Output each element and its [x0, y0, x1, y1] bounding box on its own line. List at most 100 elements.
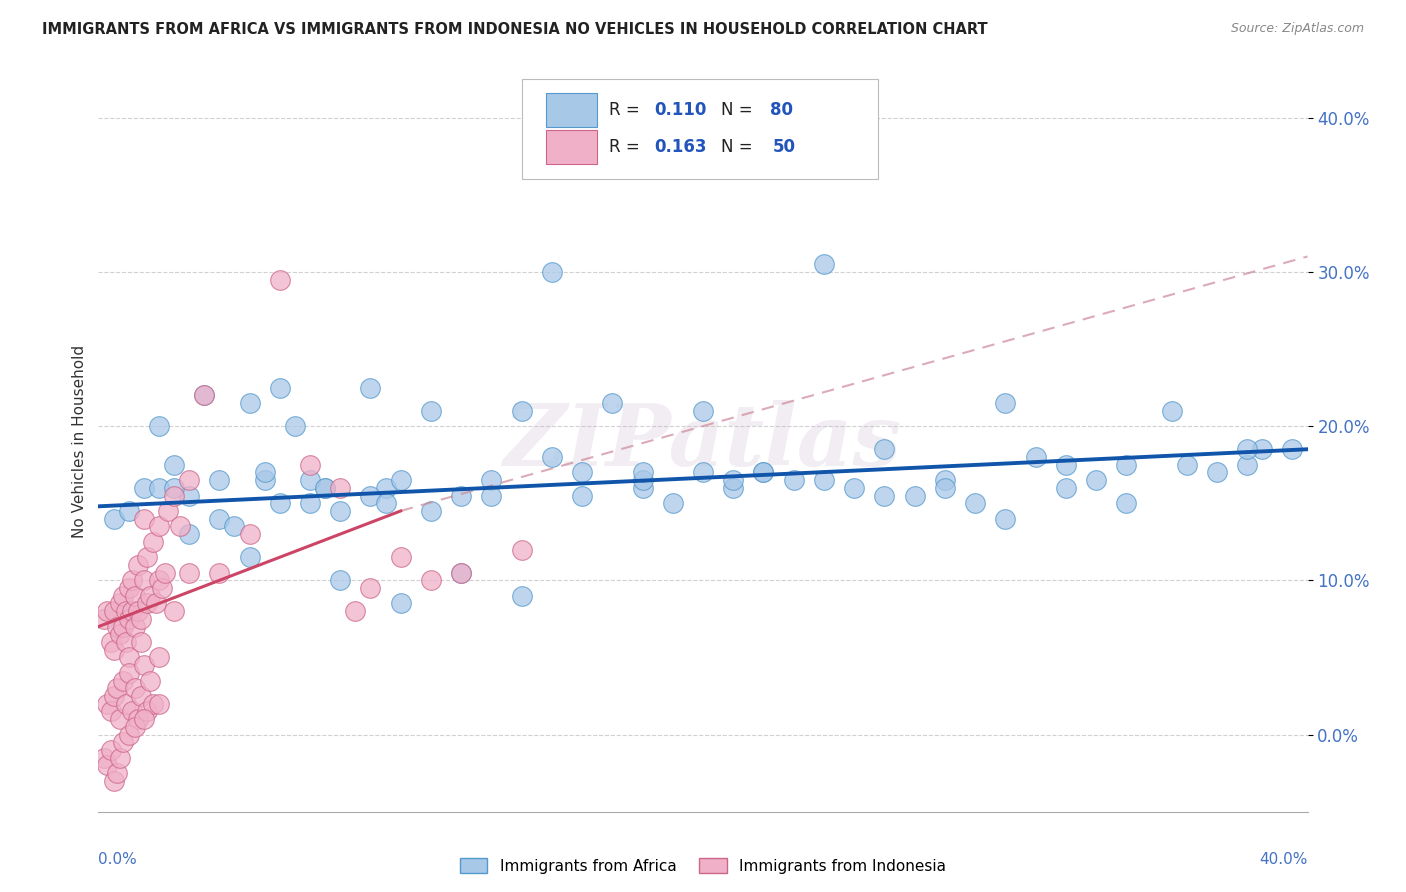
- Point: [148, 419, 170, 434]
- Point: [114, 697, 136, 711]
- Point: [103, 689, 125, 703]
- Point: [179, 527, 201, 541]
- Point: [389, 473, 412, 487]
- Point: [450, 489, 472, 503]
- Point: [179, 489, 201, 503]
- Point: [1236, 442, 1258, 457]
- Point: [239, 527, 262, 541]
- Point: [1085, 473, 1108, 487]
- Point: [100, 705, 122, 719]
- Point: [299, 496, 322, 510]
- Point: [723, 481, 745, 495]
- Point: [329, 481, 352, 495]
- Point: [129, 612, 152, 626]
- Point: [723, 473, 745, 487]
- Point: [103, 604, 125, 618]
- Point: [844, 481, 866, 495]
- Point: [344, 604, 367, 618]
- Point: [108, 750, 131, 764]
- Text: 40.0%: 40.0%: [1260, 853, 1308, 867]
- Point: [1236, 458, 1258, 472]
- Point: [163, 604, 186, 618]
- Point: [135, 550, 157, 565]
- Point: [124, 681, 146, 696]
- Text: Source: ZipAtlas.com: Source: ZipAtlas.com: [1230, 22, 1364, 36]
- Text: IMMIGRANTS FROM AFRICA VS IMMIGRANTS FROM INDONESIA NO VEHICLES IN HOUSEHOLD COR: IMMIGRANTS FROM AFRICA VS IMMIGRANTS FRO…: [42, 22, 988, 37]
- Point: [269, 272, 291, 286]
- Point: [1281, 442, 1303, 457]
- Point: [208, 511, 231, 525]
- Point: [752, 466, 775, 480]
- Point: [813, 473, 835, 487]
- Point: [193, 388, 215, 402]
- Point: [118, 728, 141, 742]
- Text: 0.110: 0.110: [655, 101, 707, 119]
- Point: [163, 481, 186, 495]
- Point: [118, 581, 141, 595]
- Point: [111, 619, 134, 633]
- Text: N =: N =: [721, 101, 758, 119]
- Point: [193, 388, 215, 402]
- Text: 0.0%: 0.0%: [98, 853, 138, 867]
- Text: 80: 80: [769, 101, 793, 119]
- Point: [132, 712, 155, 726]
- Point: [148, 481, 170, 495]
- Point: [299, 473, 322, 487]
- Point: [139, 589, 162, 603]
- Point: [994, 511, 1017, 525]
- Point: [163, 458, 186, 472]
- FancyBboxPatch shape: [546, 93, 596, 127]
- Point: [934, 481, 956, 495]
- Point: [129, 689, 152, 703]
- Point: [121, 705, 143, 719]
- Point: [314, 481, 336, 495]
- Point: [96, 604, 118, 618]
- Point: [108, 627, 131, 641]
- Point: [692, 466, 714, 480]
- Point: [783, 473, 806, 487]
- Point: [118, 612, 141, 626]
- FancyBboxPatch shape: [546, 130, 596, 164]
- Point: [118, 665, 141, 680]
- Point: [224, 519, 246, 533]
- Point: [127, 558, 149, 572]
- Point: [169, 519, 191, 533]
- Point: [100, 635, 122, 649]
- Point: [239, 550, 262, 565]
- Point: [1115, 496, 1137, 510]
- Point: [873, 489, 896, 503]
- Point: [481, 473, 503, 487]
- Point: [100, 743, 122, 757]
- Point: [121, 604, 143, 618]
- Point: [103, 773, 125, 788]
- Point: [135, 597, 157, 611]
- Point: [132, 658, 155, 673]
- Point: [239, 396, 262, 410]
- Point: [420, 504, 443, 518]
- Point: [360, 380, 382, 394]
- Point: [904, 489, 927, 503]
- Point: [142, 534, 165, 549]
- Point: [571, 489, 593, 503]
- Point: [420, 574, 443, 588]
- Legend: Immigrants from Africa, Immigrants from Indonesia: Immigrants from Africa, Immigrants from …: [454, 852, 952, 880]
- Point: [148, 650, 170, 665]
- Point: [1054, 481, 1077, 495]
- Point: [124, 720, 146, 734]
- Point: [602, 396, 624, 410]
- Point: [148, 574, 170, 588]
- Point: [118, 504, 141, 518]
- Point: [145, 597, 167, 611]
- Point: [148, 697, 170, 711]
- Point: [153, 566, 176, 580]
- Point: [108, 712, 131, 726]
- Point: [1054, 458, 1077, 472]
- Point: [111, 589, 134, 603]
- Point: [127, 712, 149, 726]
- Point: [105, 766, 128, 780]
- Point: [752, 466, 775, 480]
- Point: [1115, 458, 1137, 472]
- Point: [360, 489, 382, 503]
- Point: [965, 496, 987, 510]
- Point: [269, 496, 291, 510]
